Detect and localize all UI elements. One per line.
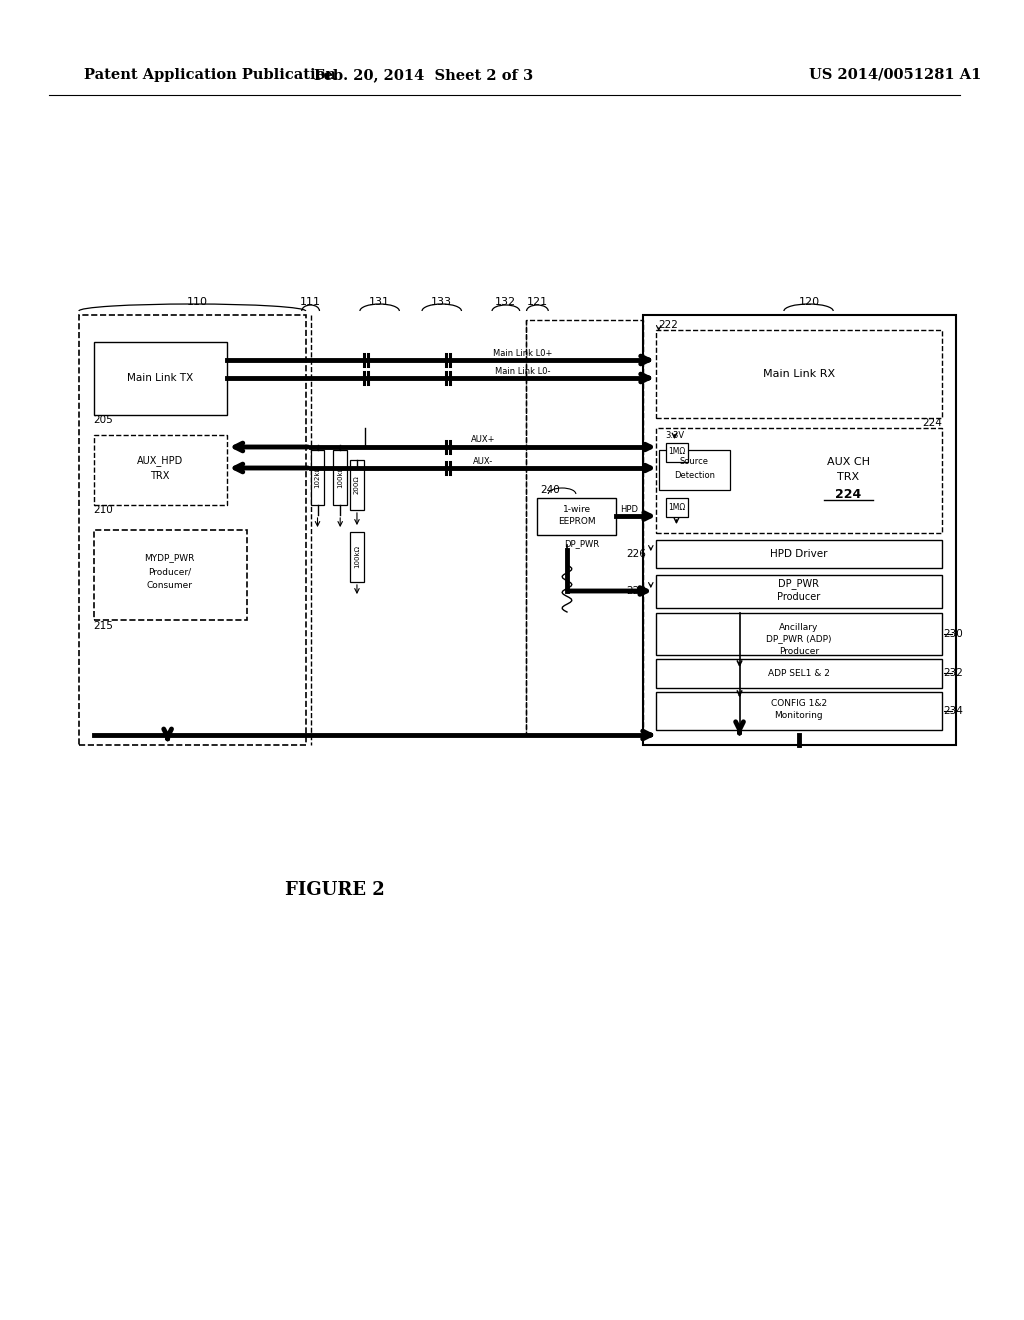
Text: Main Link RX: Main Link RX bbox=[763, 370, 835, 379]
Text: 222: 222 bbox=[658, 319, 679, 330]
Text: US 2014/0051281 A1: US 2014/0051281 A1 bbox=[809, 69, 981, 82]
Text: FIGURE 2: FIGURE 2 bbox=[286, 880, 385, 899]
Bar bbox=[333, 450, 347, 506]
Text: 215: 215 bbox=[93, 620, 114, 631]
Text: 120: 120 bbox=[799, 297, 820, 308]
Text: 100kΩ: 100kΩ bbox=[354, 545, 360, 569]
Text: EEPROM: EEPROM bbox=[558, 517, 596, 527]
Text: DP_PWR: DP_PWR bbox=[564, 540, 599, 549]
Text: DP_PWR (ADP): DP_PWR (ADP) bbox=[766, 635, 831, 644]
Text: MYDP_PWR: MYDP_PWR bbox=[144, 553, 195, 562]
Text: Producer: Producer bbox=[778, 647, 819, 656]
Text: 110: 110 bbox=[186, 297, 208, 308]
Text: HPD: HPD bbox=[621, 506, 638, 515]
Text: Patent Application Publication: Patent Application Publication bbox=[84, 69, 336, 82]
Bar bbox=[655, 612, 942, 655]
Text: Main Link L0+: Main Link L0+ bbox=[493, 348, 552, 358]
Text: AUX_HPD: AUX_HPD bbox=[136, 455, 183, 466]
Bar bbox=[350, 532, 364, 582]
Text: HPD Driver: HPD Driver bbox=[770, 549, 827, 558]
Bar bbox=[655, 659, 942, 688]
Text: 205: 205 bbox=[93, 414, 114, 425]
Text: ADP SEL1 & 2: ADP SEL1 & 2 bbox=[768, 668, 829, 677]
Bar bbox=[79, 315, 306, 744]
Text: AUX CH: AUX CH bbox=[826, 457, 869, 467]
Text: Monitoring: Monitoring bbox=[774, 710, 823, 719]
Text: 240: 240 bbox=[541, 484, 560, 495]
Text: 131: 131 bbox=[369, 297, 390, 308]
Text: 1MΩ: 1MΩ bbox=[668, 447, 685, 457]
Bar bbox=[93, 436, 226, 506]
Text: 234: 234 bbox=[944, 706, 964, 715]
Bar bbox=[93, 531, 247, 620]
Bar bbox=[666, 444, 688, 462]
Bar bbox=[643, 315, 956, 744]
Bar bbox=[655, 692, 942, 730]
Text: 232: 232 bbox=[944, 668, 964, 678]
Text: AUX-: AUX- bbox=[473, 457, 494, 466]
Text: AUX+: AUX+ bbox=[471, 436, 496, 445]
Text: Producer/: Producer/ bbox=[148, 568, 191, 577]
Text: Main Link TX: Main Link TX bbox=[127, 374, 193, 383]
Text: CONFIG 1&2: CONFIG 1&2 bbox=[771, 698, 826, 708]
Text: 200Ω: 200Ω bbox=[354, 475, 360, 495]
Bar bbox=[655, 330, 942, 418]
Text: 111: 111 bbox=[300, 297, 322, 308]
Text: TRX: TRX bbox=[837, 473, 859, 482]
Bar bbox=[93, 342, 226, 414]
Text: Feb. 20, 2014  Sheet 2 of 3: Feb. 20, 2014 Sheet 2 of 3 bbox=[314, 69, 534, 82]
Text: Detection: Detection bbox=[674, 470, 715, 479]
Text: 102kΩ: 102kΩ bbox=[314, 466, 321, 488]
Bar bbox=[538, 498, 616, 535]
Text: 3.3V: 3.3V bbox=[665, 430, 684, 440]
Bar bbox=[655, 428, 942, 533]
Text: 132: 132 bbox=[496, 297, 516, 308]
Text: 228: 228 bbox=[626, 586, 646, 597]
Text: 1MΩ: 1MΩ bbox=[668, 503, 685, 511]
Text: 224: 224 bbox=[922, 418, 942, 428]
Bar bbox=[310, 450, 325, 506]
Bar bbox=[658, 450, 730, 490]
Text: Producer: Producer bbox=[777, 591, 820, 602]
Text: 224: 224 bbox=[835, 488, 861, 502]
Text: DP_PWR: DP_PWR bbox=[778, 578, 819, 590]
Text: 230: 230 bbox=[944, 630, 964, 639]
Text: Main Link L0-: Main Link L0- bbox=[495, 367, 550, 375]
Bar bbox=[655, 576, 942, 609]
Text: Consumer: Consumer bbox=[146, 582, 193, 590]
Text: Source: Source bbox=[680, 458, 709, 466]
Text: TRX: TRX bbox=[151, 471, 169, 480]
Text: 1-wire: 1-wire bbox=[563, 504, 591, 513]
Text: 226: 226 bbox=[626, 549, 646, 558]
Bar bbox=[525, 319, 643, 735]
Text: 133: 133 bbox=[431, 297, 453, 308]
Text: Ancillary: Ancillary bbox=[779, 623, 818, 631]
Text: 121: 121 bbox=[526, 297, 548, 308]
Text: 100kΩ: 100kΩ bbox=[337, 466, 343, 488]
Bar bbox=[350, 459, 364, 510]
Bar bbox=[655, 540, 942, 568]
Text: 210: 210 bbox=[93, 506, 114, 515]
Bar bbox=[666, 498, 688, 517]
